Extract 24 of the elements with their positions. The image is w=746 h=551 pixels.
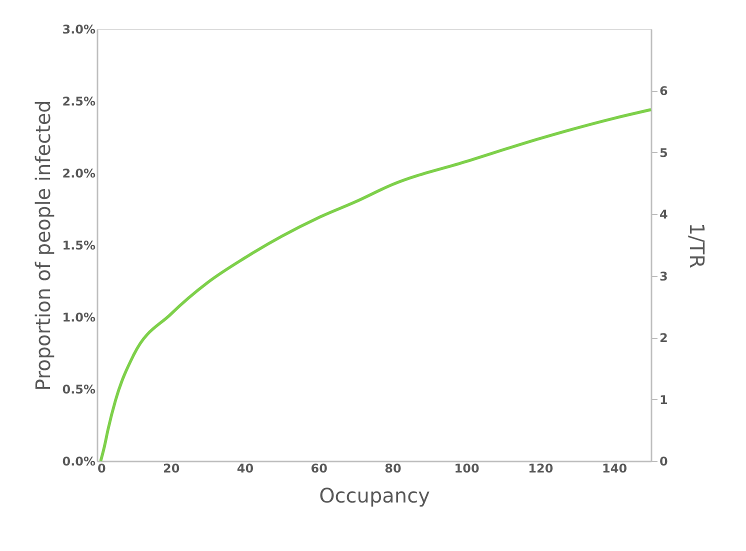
y2-axis-title: 1/TR bbox=[684, 222, 709, 268]
x-axis-title: Occupancy bbox=[319, 484, 430, 508]
y2-tick-label: 1 bbox=[660, 392, 668, 407]
y-axis-title: Proportion of people infected bbox=[31, 100, 56, 391]
y-tick-label: 1.0% bbox=[62, 310, 96, 324]
y2-tick-label: 5 bbox=[660, 146, 668, 160]
y2-tick-label: 6 bbox=[660, 84, 668, 98]
y-tick-label: 2.0% bbox=[62, 166, 96, 180]
x-tick-label: 140 bbox=[602, 462, 628, 476]
x-tick-label: 120 bbox=[528, 462, 554, 476]
x-tick-label: 0 bbox=[98, 462, 106, 476]
x-tick-label: 20 bbox=[163, 462, 180, 476]
y-tick-label: 0.0% bbox=[62, 454, 96, 468]
y2-tick-label: 4 bbox=[660, 208, 668, 222]
y-tick-label: 2.5% bbox=[62, 94, 96, 108]
x-tick-label: 80 bbox=[384, 462, 402, 476]
y2-tick-label: 3 bbox=[660, 269, 668, 284]
y-tick-label: 1.5% bbox=[62, 238, 96, 252]
x-tick-label: 40 bbox=[236, 462, 254, 476]
y-tick-label: 3.0% bbox=[62, 22, 96, 36]
y-tick-label: 0.5% bbox=[62, 382, 96, 396]
x-tick-label: 60 bbox=[310, 462, 328, 476]
y2-tick-label: 2 bbox=[660, 331, 668, 346]
x-tick-label: 100 bbox=[454, 462, 480, 476]
